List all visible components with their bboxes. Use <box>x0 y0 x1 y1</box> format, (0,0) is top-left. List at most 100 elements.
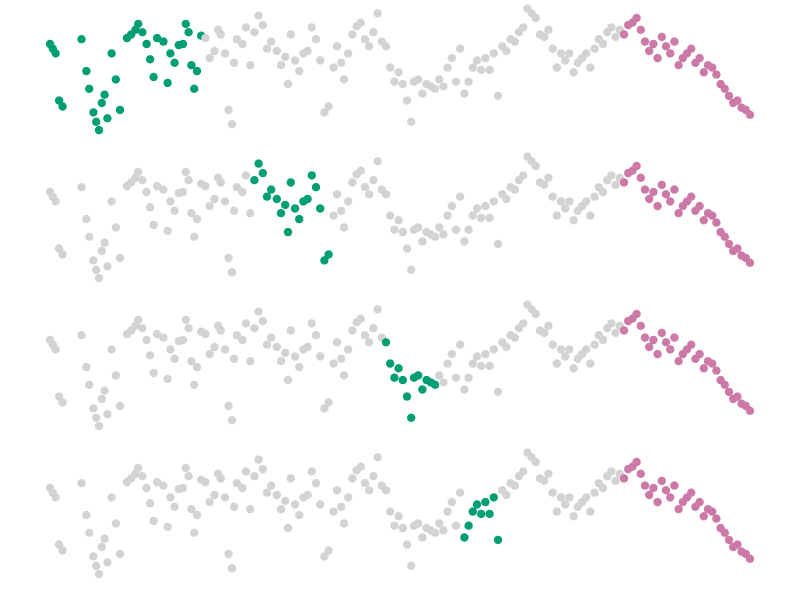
background-point <box>190 232 199 241</box>
background-point <box>590 340 599 349</box>
scatter-panel-4 <box>45 448 755 579</box>
background-point <box>224 401 233 411</box>
background-point <box>51 345 60 354</box>
background-point <box>414 75 423 84</box>
highlight-point <box>250 176 259 185</box>
background-point <box>184 176 193 185</box>
background-point <box>443 359 452 368</box>
background-point <box>227 564 237 573</box>
background-point <box>531 161 540 171</box>
highlight-point <box>149 72 158 82</box>
background-point <box>586 507 595 516</box>
background-point <box>394 68 403 77</box>
background-point <box>439 378 448 387</box>
reference-point <box>712 366 721 375</box>
background-point <box>339 223 349 232</box>
background-point <box>281 52 290 62</box>
reference-point <box>695 201 704 211</box>
background-point <box>316 56 325 65</box>
background-point <box>216 326 225 335</box>
background-point <box>418 89 427 98</box>
background-point <box>582 49 591 58</box>
background-point <box>485 65 494 75</box>
background-point <box>250 28 259 37</box>
background-point <box>460 385 469 394</box>
background-point <box>598 39 608 49</box>
background-point <box>170 206 179 215</box>
reference-point <box>674 357 683 366</box>
background-point <box>332 42 342 51</box>
background-point <box>456 44 465 53</box>
background-point <box>390 225 399 234</box>
background-point <box>447 53 456 63</box>
reference-point <box>636 25 645 34</box>
background-point <box>373 305 382 314</box>
highlight-point <box>481 497 490 507</box>
background-point <box>435 371 444 380</box>
background-point <box>163 522 172 532</box>
background-point <box>205 497 214 507</box>
background-point <box>166 197 175 206</box>
background-point <box>565 345 574 354</box>
reference-point <box>619 178 629 187</box>
background-point <box>531 457 540 467</box>
background-point <box>402 540 412 549</box>
highlight-point <box>192 66 202 76</box>
background-point <box>159 185 168 194</box>
background-point <box>481 53 490 63</box>
background-point <box>489 345 498 354</box>
background-point <box>544 321 553 330</box>
background-point <box>439 526 448 535</box>
highlight-point <box>262 192 272 201</box>
background-point <box>58 546 67 555</box>
background-point <box>464 373 473 382</box>
background-point <box>337 206 346 215</box>
background-point <box>205 201 214 211</box>
background-point <box>94 273 104 283</box>
background-point <box>85 528 94 537</box>
background-point <box>142 483 151 493</box>
background-point <box>502 342 511 352</box>
background-point <box>85 232 94 241</box>
background-point <box>365 338 374 347</box>
background-point <box>201 33 210 43</box>
reference-point <box>695 497 704 507</box>
background-point <box>540 180 549 190</box>
highlight-point <box>145 55 155 64</box>
background-point <box>241 467 251 476</box>
background-point <box>229 354 239 363</box>
background-point <box>111 519 121 528</box>
background-point <box>607 171 616 180</box>
background-point <box>184 472 193 481</box>
highlight-point <box>414 371 423 380</box>
background-point <box>451 225 461 234</box>
background-point <box>320 404 329 413</box>
background-point <box>439 230 448 239</box>
background-point <box>456 192 465 201</box>
background-point <box>510 481 519 490</box>
reference-point <box>661 338 671 347</box>
reference-point <box>653 53 662 63</box>
highlight-point <box>178 39 188 49</box>
background-point <box>468 211 477 220</box>
background-point <box>320 108 329 117</box>
background-point <box>373 9 382 18</box>
background-point <box>548 488 557 497</box>
reference-point <box>666 493 675 502</box>
highlight-point <box>386 359 395 368</box>
background-point <box>142 187 151 197</box>
highlight-point <box>170 58 179 67</box>
background-point <box>435 519 444 528</box>
background-point <box>607 467 616 476</box>
background-point <box>152 181 162 191</box>
highlight-point <box>472 500 482 509</box>
background-point <box>344 345 353 354</box>
background-point <box>246 505 255 514</box>
highlight-point <box>464 521 473 530</box>
background-point <box>316 352 325 361</box>
background-point <box>493 239 503 249</box>
background-point <box>611 180 620 190</box>
reference-point <box>640 37 650 46</box>
background-point <box>493 387 503 397</box>
